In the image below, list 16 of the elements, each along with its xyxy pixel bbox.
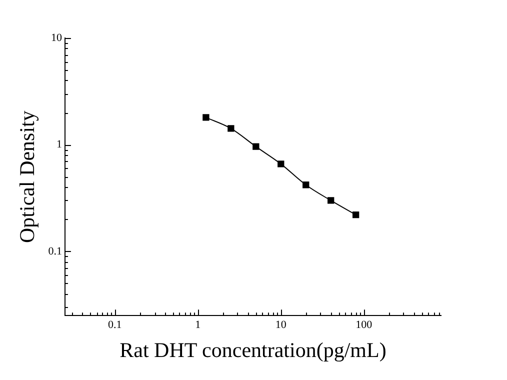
y-axis-title: Optical Density xyxy=(15,110,40,243)
point xyxy=(202,114,210,121)
y-tick-label: 1 xyxy=(56,138,62,151)
point xyxy=(328,197,334,204)
y-tick-label: 0.1 xyxy=(48,245,62,258)
x-tick-label: 0.1 xyxy=(108,319,122,332)
y-tick-label: 10 xyxy=(50,32,62,44)
x-axis-title: Rat DHT concentration(pg/mL) xyxy=(120,338,386,362)
point xyxy=(228,125,234,132)
x-tick-label: 1 xyxy=(195,319,201,332)
x-tick-label: 100 xyxy=(356,319,373,332)
point xyxy=(352,212,360,218)
point xyxy=(278,160,284,168)
x-tick-label: 10 xyxy=(275,319,287,332)
point xyxy=(252,143,260,150)
point xyxy=(302,182,310,188)
